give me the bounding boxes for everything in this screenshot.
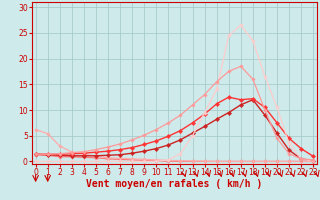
X-axis label: Vent moyen/en rafales ( km/h ): Vent moyen/en rafales ( km/h ) xyxy=(86,179,262,189)
